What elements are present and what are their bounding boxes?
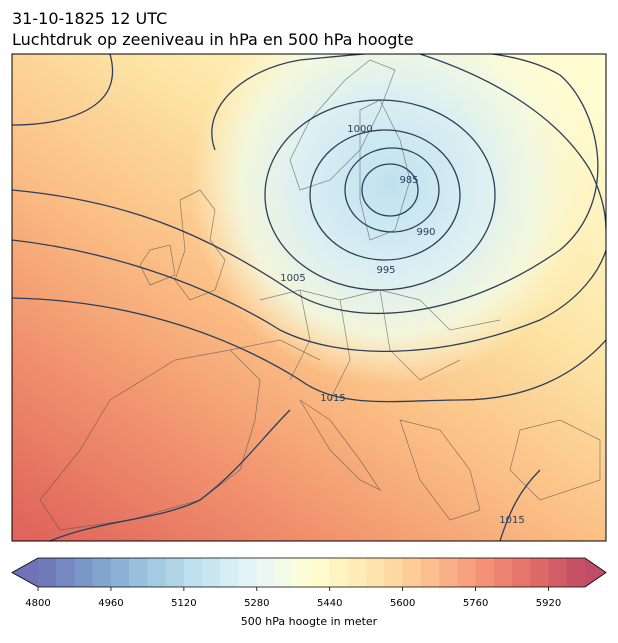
colorbar-band [74,558,94,587]
colorbar-band [384,558,404,587]
isobar-label: 1000 [347,124,372,135]
colorbar-band [165,558,185,587]
isobar [419,54,606,231]
colorbar-tick-label: 5440 [317,598,342,609]
map-frame [11,53,607,542]
colorbar-outline [11,557,607,588]
colorbar-band [256,558,276,587]
coastline [39,59,601,531]
isobar [12,54,599,315]
country-borders [229,289,501,401]
colorbar-tick-label: 5600 [390,598,415,609]
colorbar-band [439,558,458,587]
colorbar-band [530,558,550,587]
isobar [12,239,606,353]
isobar [499,469,541,541]
colorbar-tick-label: 4960 [98,598,123,609]
colorbar: 4800 4960 5120 5280 5440 5600 5760 5920 [11,557,607,609]
isobar-label: 995 [376,265,395,276]
colorbar-band [238,558,258,587]
isobars [12,54,606,541]
isobar-label: 990 [416,227,435,238]
colorbar-band [275,558,294,587]
isobar-label: 985 [399,175,418,186]
colorbar-band [293,558,312,587]
isobar [12,54,114,126]
colorbar-band [220,558,240,587]
colorbar-extend-high [585,558,606,587]
isobar-label: 1015 [320,393,345,404]
colorbar-band [92,558,112,587]
isobar-labels: 1000 985 990 995 1005 1015 1015 [280,124,524,526]
isobar [49,409,291,541]
low-pressure-field [12,54,606,541]
colorbar-tick-label: 4800 [25,598,50,609]
colorbar-band [56,558,75,587]
isobar [344,147,440,233]
colorbar-band [566,558,586,587]
colorbar-band [38,558,57,587]
colorbar-band [147,558,167,587]
colorbar-band [457,558,477,587]
colorbar-band [420,558,440,587]
colorbar-band [402,558,422,587]
colorbar-band [475,558,495,587]
colorbar-band [110,558,130,587]
isobar-label: 1005 [280,273,305,284]
colorbar-extend-low [12,558,38,587]
date-title: 31-10-1825 12 UTC [12,9,167,28]
isobar [12,297,606,403]
colorbar-band [311,558,331,587]
colorbar-band [183,558,203,587]
colorbar-tick-label: 5120 [171,598,196,609]
isobar-label: 1015 [499,515,524,526]
colorbar-label: 500 hPa hoogte in meter [241,615,378,628]
colorbar-band [512,558,531,587]
colorbar-band [366,558,385,587]
map-title: Luchtdruk op zeeniveau in hPa en 500 hPa… [12,30,414,49]
isobar [309,129,461,261]
map-area: 1000 985 990 995 1005 1015 1015 [12,54,606,541]
colorbar-tick-label: 5920 [536,598,561,609]
colorbar-band [202,558,221,587]
colorbar-band [548,558,568,587]
isobar [361,163,419,217]
colorbar-tick-label: 5760 [463,598,488,609]
colorbar-band [347,558,367,587]
colorbar-tick-label: 5280 [244,598,269,609]
colorbar-band [129,558,148,587]
isobar [264,99,496,291]
colorbar-band [493,558,513,587]
colorbar-band [329,558,349,587]
